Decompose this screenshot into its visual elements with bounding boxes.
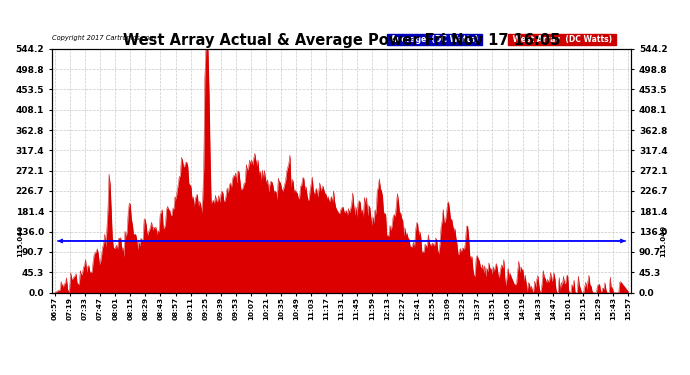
Text: 115.040: 115.040 [17,225,23,257]
Text: 115.040: 115.040 [660,225,667,257]
Text: West Array  (DC Watts): West Array (DC Watts) [510,35,614,44]
Title: West Array Actual & Average Power Fri Nov 17 16:05: West Array Actual & Average Power Fri No… [123,33,560,48]
Text: Copyright 2017 Cartronics.com: Copyright 2017 Cartronics.com [52,35,157,42]
Text: Average  (DC Watts): Average (DC Watts) [388,35,481,44]
